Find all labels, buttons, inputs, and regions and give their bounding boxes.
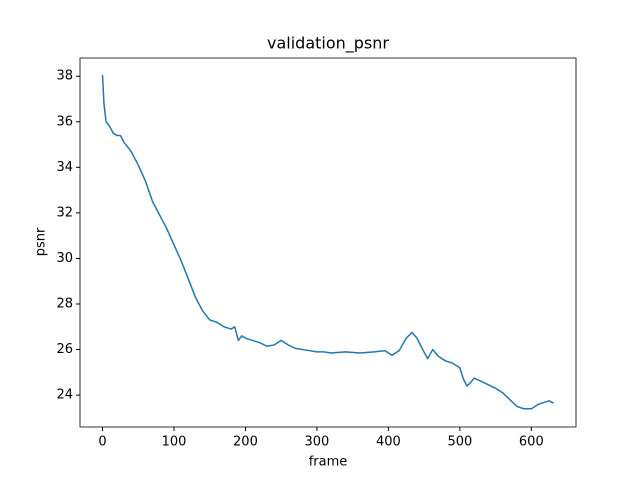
plot-frame: [79, 57, 577, 428]
x-tick-label: 300: [305, 435, 330, 450]
x-tick-label: 400: [376, 435, 401, 450]
x-tick-label: 100: [162, 435, 187, 450]
y-tick-label: 36: [56, 114, 73, 129]
y-tick-label: 34: [56, 160, 73, 175]
x-tick-label: 200: [233, 435, 258, 450]
x-tick-label: 600: [519, 435, 544, 450]
y-axis-label: psnr: [34, 227, 49, 256]
x-tick-label: 0: [98, 435, 106, 450]
data-line: [101, 75, 554, 410]
y-tick-label: 32: [56, 205, 73, 220]
x-axis-label: frame: [309, 455, 348, 470]
x-tick-label: 500: [447, 435, 472, 450]
y-tick-label: 30: [56, 251, 73, 266]
y-tick-label: 28: [56, 297, 73, 312]
y-tick-label: 26: [56, 342, 73, 357]
y-tick-label: 38: [56, 69, 73, 84]
y-tick-label: 24: [56, 388, 73, 403]
chart-title: validation_psnr: [267, 34, 389, 54]
